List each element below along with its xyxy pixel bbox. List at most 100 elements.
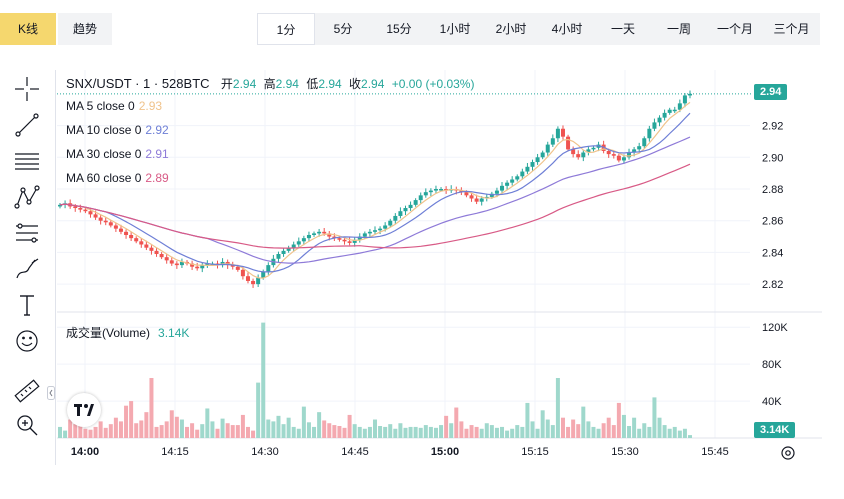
candle-body — [159, 254, 164, 258]
interval-1mo[interactable]: 一个月 — [716, 22, 753, 36]
pattern-icon[interactable] — [12, 182, 42, 212]
candle-body — [520, 171, 525, 177]
ma-label: MA 10 close 0 — [66, 123, 142, 137]
volume-bar — [560, 417, 565, 438]
candle-body — [530, 162, 535, 167]
candle-body — [251, 280, 256, 285]
volume-bar — [179, 419, 184, 438]
interval-3mo[interactable]: 三个月 — [773, 22, 810, 36]
ruler-icon[interactable] — [12, 376, 42, 406]
candle-body — [505, 182, 510, 186]
candle-body — [469, 195, 474, 199]
candle-body — [571, 149, 576, 155]
interval-selector: 1分 5分 15分 1小时 2小时 4小时 一天 一周 一个月 三个月 — [257, 13, 820, 45]
candle-body — [266, 265, 271, 272]
volume-bar — [515, 425, 520, 438]
candle-body — [398, 211, 403, 216]
ma5-line — [59, 101, 691, 279]
volume-bar — [317, 412, 322, 438]
volume-bar — [393, 428, 398, 438]
candle-body — [677, 103, 682, 110]
candle-body — [373, 230, 377, 232]
volume-bar — [332, 425, 337, 438]
fib-icon[interactable] — [12, 218, 42, 248]
high-label: 高 — [263, 77, 276, 91]
candle-body — [93, 214, 98, 218]
zoom-icon[interactable] — [12, 410, 42, 440]
volume-bar — [662, 425, 667, 438]
settings-icon[interactable] — [779, 444, 797, 462]
volume-bar — [367, 426, 372, 438]
candle-body — [515, 176, 520, 180]
top-bar: K线 趋势 1分 5分 15分 1小时 2小时 4小时 一天 一周 一个月 三个… — [0, 13, 844, 45]
volume-bar — [215, 428, 220, 438]
volume-bar — [459, 421, 464, 438]
interval-1m[interactable]: 1分 — [257, 13, 315, 45]
volume-bar — [352, 424, 357, 438]
volume-bar — [494, 427, 499, 438]
volume-bar — [652, 397, 657, 438]
candle-body — [403, 208, 408, 212]
volume-bar — [261, 322, 266, 438]
volume-bar — [185, 426, 190, 438]
interval-5m[interactable]: 5分 — [333, 22, 353, 36]
volume-bar — [611, 425, 616, 438]
horizontal-lines-icon[interactable] — [12, 146, 42, 176]
candle-body — [58, 204, 62, 207]
candle-body — [190, 263, 195, 267]
candle-body — [591, 147, 596, 150]
low-label: 低 — [306, 77, 319, 91]
candle-body — [124, 231, 129, 235]
candle-body — [428, 190, 433, 193]
crosshair-icon[interactable] — [12, 74, 42, 104]
interval-2h[interactable]: 2小时 — [495, 22, 527, 36]
volume-bar — [235, 425, 240, 438]
volume-bar — [672, 426, 677, 438]
candle-body — [489, 193, 494, 197]
tab-kline[interactable]: K线 — [0, 13, 56, 45]
candle-body — [627, 152, 632, 158]
emoji-icon[interactable] — [12, 326, 42, 356]
price-tick-label: 2.90 — [762, 152, 783, 164]
volume-tick-label: 40K — [762, 396, 782, 408]
candle-body — [637, 146, 642, 150]
candle-body — [174, 263, 179, 266]
volume-bar — [632, 417, 637, 438]
candle-body — [276, 254, 281, 259]
candle-body — [352, 239, 357, 243]
tab-trend[interactable]: 趋势 — [58, 13, 112, 45]
tradingview-logo[interactable] — [67, 393, 101, 427]
volume-bar — [621, 414, 626, 438]
interval-15m[interactable]: 15分 — [386, 22, 412, 36]
volume-bar — [271, 421, 276, 438]
trend-line-icon[interactable] — [12, 110, 42, 140]
interval-4h[interactable]: 4小时 — [551, 22, 583, 36]
candle-body — [240, 269, 245, 277]
volume-bar — [149, 378, 154, 438]
candle-body — [291, 244, 296, 248]
volume-bar — [240, 414, 245, 438]
candle-body — [667, 109, 672, 113]
volume-bar — [103, 427, 108, 438]
candle-body — [550, 138, 555, 145]
volume-bar — [383, 426, 388, 438]
interval-1w[interactable]: 一周 — [666, 22, 691, 36]
candle-body — [108, 222, 113, 226]
interval-1d[interactable]: 一天 — [610, 22, 635, 36]
candle-body — [73, 206, 78, 209]
volume-bar — [58, 426, 62, 438]
volume-bar — [606, 417, 611, 438]
candle-body — [474, 198, 479, 202]
collapse-toolbar-icon[interactable] — [47, 386, 55, 400]
volume-bar — [291, 426, 296, 438]
volume-bar — [601, 423, 606, 438]
candle-body — [113, 225, 118, 229]
candle-body — [682, 95, 687, 104]
ma-value: 2.89 — [145, 171, 169, 185]
price-tick-label: 2.92 — [762, 121, 783, 133]
volume-bar — [591, 426, 596, 438]
text-icon[interactable] — [12, 290, 42, 320]
interval-1h[interactable]: 1小时 — [439, 22, 471, 36]
brush-icon[interactable] — [12, 254, 42, 284]
